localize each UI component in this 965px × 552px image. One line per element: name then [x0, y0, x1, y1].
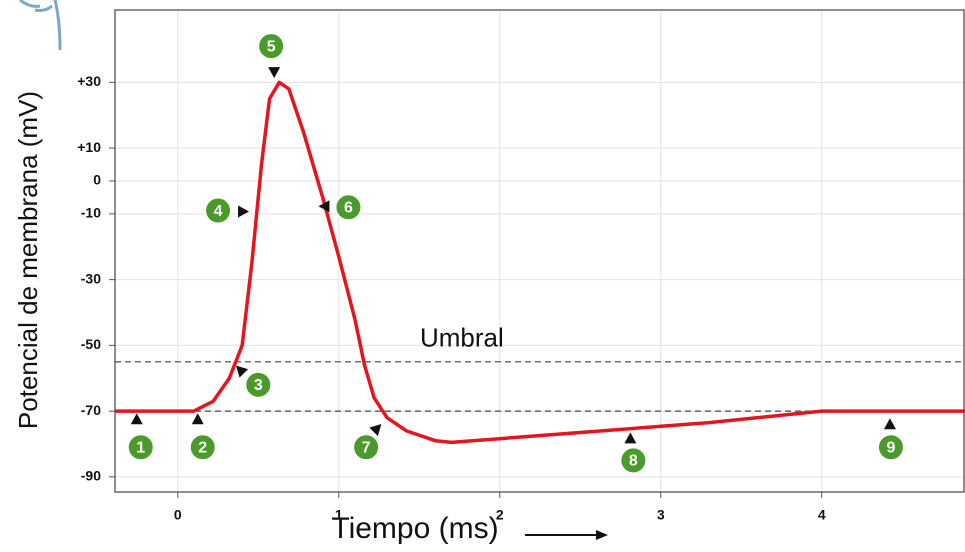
annotation-badge: [352, 433, 381, 462]
annotation-badge: [334, 193, 363, 222]
y-tick-label: -70: [81, 402, 101, 418]
annotation: 3: [236, 365, 273, 399]
neuron-icon: [19, 0, 62, 51]
annotation: 6: [318, 193, 363, 222]
annotation-label: 9: [886, 440, 895, 457]
y-tick-label: 0: [93, 172, 101, 188]
annotation-pointer: [130, 413, 143, 425]
annotation-badge: [876, 433, 905, 462]
x-tick-label: 4: [818, 507, 826, 523]
annotation-pointer: [238, 205, 250, 218]
annotation: 5: [257, 32, 286, 79]
annotation-label: 5: [267, 38, 276, 55]
annotation-label: 2: [198, 440, 207, 457]
x-tick-label: 1: [335, 507, 343, 523]
annotation-pointer: [318, 200, 330, 213]
annotation-pointer: [268, 67, 281, 79]
y-tick-label: +30: [77, 73, 101, 89]
annotation-badge: [244, 370, 273, 399]
x-tick-label: 0: [174, 507, 182, 523]
annotation-pointer: [624, 432, 637, 444]
x-arrow: [525, 530, 608, 540]
annotation: 1: [126, 413, 155, 462]
annotation-badge: [204, 196, 233, 225]
annotation-label: 1: [136, 440, 145, 457]
annotation: 8: [619, 432, 648, 475]
annotation-badge: [619, 446, 648, 475]
y-axis-label: Potencial de membrana (mV): [13, 91, 43, 429]
annotation-pointer: [369, 424, 382, 437]
annotation-label: 6: [344, 199, 353, 216]
annotation-pointer: [236, 365, 249, 378]
y-tick-label: -50: [81, 336, 101, 352]
y-tick-label: -10: [81, 205, 101, 221]
annotation-badge: [257, 32, 286, 61]
x-tick-label: 3: [657, 507, 665, 523]
annotation: 9: [876, 418, 905, 462]
annotation: 7: [352, 424, 382, 462]
reference-label: Umbral: [420, 323, 504, 353]
y-tick-label: +10: [77, 139, 101, 155]
annotation-pointer: [191, 413, 204, 425]
x-tick-label: 2: [496, 507, 504, 523]
annotation: 4: [204, 196, 250, 225]
annotation-label: 8: [629, 453, 638, 470]
y-tick-label: -30: [81, 270, 101, 286]
annotation-pointer: [883, 418, 896, 430]
annotation: 2: [188, 413, 217, 462]
plot-frame: [114, 9, 965, 493]
annotation-badge: [126, 433, 155, 462]
x-axis-label: Tiempo (ms): [331, 512, 498, 545]
annotation-label: 3: [254, 377, 263, 394]
annotation-label: 4: [214, 203, 223, 220]
y-tick-label: -90: [81, 468, 101, 484]
annotation-label: 7: [362, 440, 371, 457]
annotation-badge: [188, 433, 217, 462]
line: [115, 80, 965, 445]
